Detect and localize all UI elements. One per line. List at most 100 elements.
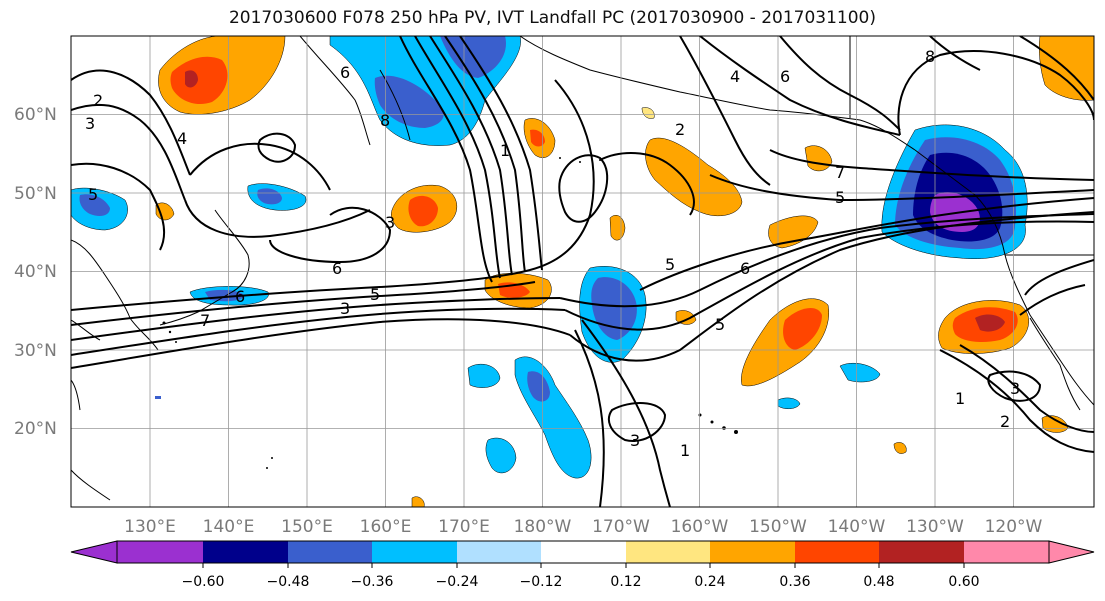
contour-line <box>607 402 667 442</box>
lon-label: 180°W <box>514 517 572 537</box>
lon-label: 170°E <box>438 517 490 537</box>
contour-line <box>1024 259 1094 296</box>
map-panel: 2 3 4 5 6 7 8 1 3 5 6 7 5 6 5 6 5 4 2 3 … <box>71 36 1094 507</box>
island <box>722 426 726 430</box>
island <box>162 321 166 325</box>
colorbar-segment <box>288 541 372 563</box>
contour-line <box>574 329 605 507</box>
island <box>698 413 702 417</box>
shading-blue-japan <box>257 188 282 205</box>
colorbar-segment <box>541 541 626 563</box>
colorbar-frame <box>116 540 1050 564</box>
contour-label: 7 <box>835 163 845 182</box>
contour-line <box>444 36 526 273</box>
contours <box>71 36 1094 507</box>
contour-line <box>71 297 561 341</box>
shading-cyan-tropic-1 <box>467 363 501 388</box>
lon-label: 130°E <box>124 517 176 537</box>
contour-line <box>987 370 1042 402</box>
lat-label: 50°N <box>14 184 57 204</box>
lon-label: 130°W <box>906 517 964 537</box>
colorbar-tick-label: 0.24 <box>694 574 725 590</box>
contour-label: 5 <box>835 188 845 207</box>
contour-label: 3 <box>85 114 95 133</box>
shading-red-siberia <box>170 56 228 105</box>
island <box>271 457 273 459</box>
lon-label: 140°E <box>203 517 255 537</box>
colorbar-tick-label: −0.60 <box>182 574 225 590</box>
shading-yellow-small-8 <box>641 107 655 119</box>
colorbar-segment <box>117 541 203 563</box>
contour-line <box>639 197 1094 291</box>
island <box>710 420 714 424</box>
lon-label: 150°W <box>749 517 807 537</box>
colorbar-tick-label: 0.48 <box>863 574 894 590</box>
colorbar-tick-label: −0.24 <box>436 574 479 590</box>
contour-label: 3 <box>1010 379 1020 398</box>
lat-label: 30°N <box>14 341 57 361</box>
contour-line <box>257 132 297 163</box>
contour-label: 8 <box>380 111 390 130</box>
contour-line <box>959 344 1094 433</box>
contour-line <box>399 36 493 283</box>
contour-label: 5 <box>88 185 98 204</box>
coast-alaska <box>519 36 916 151</box>
contour-labels: 2 3 4 5 6 7 8 1 3 5 6 7 5 6 5 6 5 4 2 3 … <box>85 47 1020 460</box>
shading-red-aleut-2 <box>530 129 545 147</box>
colorbar-segment <box>879 541 964 563</box>
contour-label: 4 <box>730 67 740 86</box>
island <box>734 430 738 434</box>
island <box>175 341 177 343</box>
colorbar: −0.60 −0.48 −0.36 −0.24 −0.12 0.12 0.24 … <box>70 540 1095 590</box>
colorbar-segment <box>372 541 457 563</box>
contour-line <box>679 36 771 186</box>
contour-line <box>184 199 371 238</box>
latitude-labels: 60°N 50°N 40°N 30°N 20°N <box>14 105 57 439</box>
contour-label: 6 <box>740 259 750 278</box>
colorbar-tick-label: 0.60 <box>948 574 979 590</box>
contour-label: 4 <box>177 129 187 148</box>
coastlines <box>71 36 1094 501</box>
coast-kamchatka <box>299 36 411 146</box>
colorbar-tick-label: 0.36 <box>779 574 810 590</box>
lon-label: 170°W <box>592 517 650 537</box>
lat-label: 60°N <box>14 105 57 125</box>
contour-line <box>564 220 1094 331</box>
colorbar-segment <box>795 541 879 563</box>
colorbar-segment <box>203 541 288 563</box>
colorbar-tick-label: 0.12 <box>610 574 641 590</box>
colorbar-tick-label: −0.48 <box>267 574 310 590</box>
contour-label: 2 <box>675 120 685 139</box>
coast-japan <box>159 209 250 326</box>
shading-darkred-siberia <box>185 70 198 88</box>
contour-line <box>71 307 566 356</box>
lon-label: 150°E <box>281 517 333 537</box>
shading-cyan-tropic-2 <box>485 437 517 474</box>
contour-label: 5 <box>715 315 725 334</box>
contour-label: 1 <box>955 389 965 408</box>
coast-bc <box>914 149 1094 406</box>
colorbar-segment <box>710 541 795 563</box>
colorbar-tick-label: −0.12 <box>520 574 563 590</box>
contour-label: 3 <box>630 431 640 450</box>
island <box>559 157 561 159</box>
positive-shading <box>155 36 1094 507</box>
contour-label: 5 <box>665 255 675 274</box>
shading-cyan-hawaii-n <box>777 397 801 409</box>
contour-line <box>581 319 671 507</box>
shading-red-nwpac <box>408 195 438 227</box>
contour-line <box>1019 284 1086 316</box>
lon-label: 120°W <box>985 517 1043 537</box>
contour-line <box>71 79 595 311</box>
shading-orange-small-6 <box>893 442 907 454</box>
island-marker <box>155 396 161 399</box>
shading-blue-kamchatka <box>374 75 444 128</box>
contour-line <box>558 154 609 223</box>
coast-asia <box>71 239 159 501</box>
colorbar-ticks <box>202 563 965 568</box>
island <box>168 330 172 334</box>
contour-line <box>599 152 695 216</box>
island <box>266 467 268 469</box>
shading-orange-aleut <box>645 137 743 217</box>
